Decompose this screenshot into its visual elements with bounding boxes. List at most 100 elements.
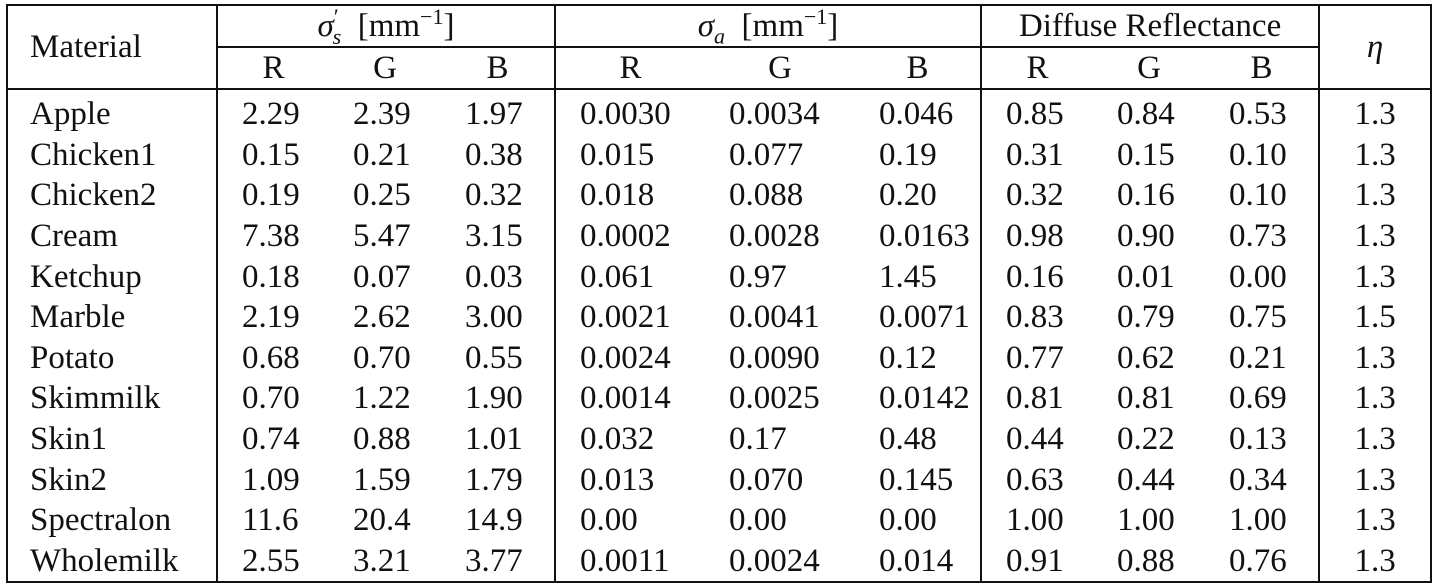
table-row: Skin2 1.09 1.59 1.79 0.013 0.070 0.145 0.63 0.44… [7,459,1432,500]
dr-cell: 0.81 [980,378,1094,419]
table-row: Cream 7.38 5.47 3.15 0.0002 0.0028 0.0163 0.98 0… [7,215,1432,257]
material-cell: Chicken1 [30,136,157,173]
material-cell: Skimmilk [30,380,161,417]
table-row: Chicken2 0.19 0.25 0.32 0.018 0.088 0.20 0.32 0.… [7,175,1432,216]
material-cell: Marble [30,299,126,336]
sa-cell: 0.12 [879,339,937,376]
eta-cell: 1.3 [1318,215,1432,257]
ss-cell: 1.22 [353,380,411,417]
ss-cell: 0.03 [465,258,523,295]
dr-cell: 0.44 [1117,461,1175,498]
diffuse-reflectance-header: Diffuse Reflectance [980,5,1320,48]
ss-cell: 2.39 [353,96,411,133]
material-cell: Potato [30,339,115,376]
dr-cell: 0.00 [1229,258,1287,295]
ss-cell: 14.9 [465,502,523,539]
dr-cell: 0.32 [980,175,1094,216]
sigma-symbol: σ [697,8,715,44]
sa-cell: 0.0030 [554,89,706,135]
table-body: Apple 2.29 2.39 1.97 0.0030 0.0034 0.046 0.85 0.… [7,89,1432,583]
dr-cell: 0.84 [1117,96,1175,133]
material-properties-table: Material σ′s [mm−1] σa [mm−1] Diffuse Re… [6,4,1433,583]
eta-cell: 1.3 [1318,337,1432,379]
unit-exponent: −1 [803,4,828,29]
ss-cell: 2.19 [216,296,329,338]
ss-cell: 0.32 [465,177,523,214]
unit-bracket: ] [827,8,839,44]
table-row: Chicken1 0.15 0.21 0.38 0.015 0.077 0.19 0.31 0.… [7,134,1432,176]
dr-cell: 0.75 [1229,299,1287,336]
dr-cell: 0.73 [1229,218,1287,255]
sigma-s-prime-header: σ′s [mm−1] [215,4,556,48]
ss-cell: 0.74 [216,418,329,460]
ss-cell: 0.18 [216,256,329,297]
header-row-channels: R G B R G B R G B [7,47,1431,90]
eta-cell: 1.3 [1318,459,1432,500]
dr-cell: 1.00 [1229,502,1287,539]
eta-cell: 1.3 [1318,256,1432,297]
sa-cell: 0.20 [879,177,937,214]
ss-cell: 5.47 [353,218,411,255]
sa-cell: 0.0090 [729,339,820,376]
ss-cell: 3.15 [465,218,523,255]
channel-b: B [855,47,982,90]
sa-cell: 0.00 [729,502,787,539]
dr-cell: 0.53 [1229,96,1287,133]
ss-cell: 7.38 [216,215,329,257]
dr-cell: 0.16 [980,256,1094,297]
sa-cell: 0.0142 [879,380,970,417]
table-row: Spectralon 11.6 20.4 14.9 0.00 0.00 0.00 1.00 1.… [7,499,1432,541]
material-cell: Ketchup [30,258,142,295]
unit-text: [mm [357,8,421,44]
material-cell: Chicken2 [30,177,157,214]
material-cell: Cream [30,218,118,255]
sa-cell: 0.0071 [879,299,970,336]
table-row: Skin1 0.74 0.88 1.01 0.032 0.17 0.48 0.44 0.22 0.… [7,418,1432,460]
table-container: Material σ′s [mm−1] σa [mm−1] Diffuse Re… [6,4,1433,583]
ss-cell: 0.15 [216,134,329,176]
sa-cell: 0.0041 [729,299,820,336]
sa-cell: 0.013 [554,459,706,500]
eta-cell: 1.3 [1318,499,1432,541]
eta-cell: 1.3 [1318,378,1432,419]
header-row-groups: Material σ′s [mm−1] σa [mm−1] Diffuse Re… [7,4,1432,90]
prime-sup: ′ [333,4,339,29]
table-row: Wholemilk 2.55 3.21 3.77 0.0011 0.0024 0.014 0.… [7,540,1432,583]
material-cell: Apple [30,96,111,133]
sigma-symbol: σ [317,8,334,44]
dr-cell: 0.83 [980,296,1094,338]
dr-cell: 0.91 [980,540,1094,583]
ss-cell: 0.70 [216,378,329,419]
sa-cell: 0.0002 [554,215,706,257]
eta-cell: 1.3 [1318,175,1432,216]
sa-cell: 0.00 [879,502,937,539]
material-header: Material [7,5,217,90]
dr-cell: 0.16 [1117,177,1175,214]
sa-cell: 0.0034 [729,96,820,133]
dr-cell: 0.15 [1117,136,1175,173]
ss-cell: 3.77 [465,542,523,579]
ss-cell: 2.62 [353,299,411,336]
ss-cell: 0.25 [353,177,411,214]
eta-cell: 1.3 [1318,540,1432,583]
ss-cell: 20.4 [353,502,411,539]
channel-g: G [329,47,441,90]
sa-cell: 0.077 [729,136,804,173]
ss-cell: 0.68 [216,337,329,379]
ss-cell: 0.55 [465,339,523,376]
sa-cell: 0.088 [729,177,804,214]
ss-cell: 0.38 [465,136,523,173]
channel-g: G [1093,47,1206,90]
sa-cell: 0.0024 [554,337,706,379]
dr-cell: 0.77 [980,337,1094,379]
a-sub: a [714,23,726,49]
dr-cell: 0.01 [1117,258,1175,295]
table-row: Ketchup 0.18 0.07 0.03 0.061 0.97 1.45 0.16 0.01… [7,256,1432,297]
dr-cell: 0.62 [1117,339,1175,376]
dr-cell: 1.00 [1117,502,1175,539]
dr-cell: 0.63 [980,459,1094,500]
sa-cell: 0.48 [879,421,937,458]
sa-cell: 1.45 [879,258,937,295]
channel-r: R [216,47,329,90]
table-row: Marble 2.19 2.62 3.00 0.0021 0.0041 0.0071 0.83… [7,296,1432,338]
